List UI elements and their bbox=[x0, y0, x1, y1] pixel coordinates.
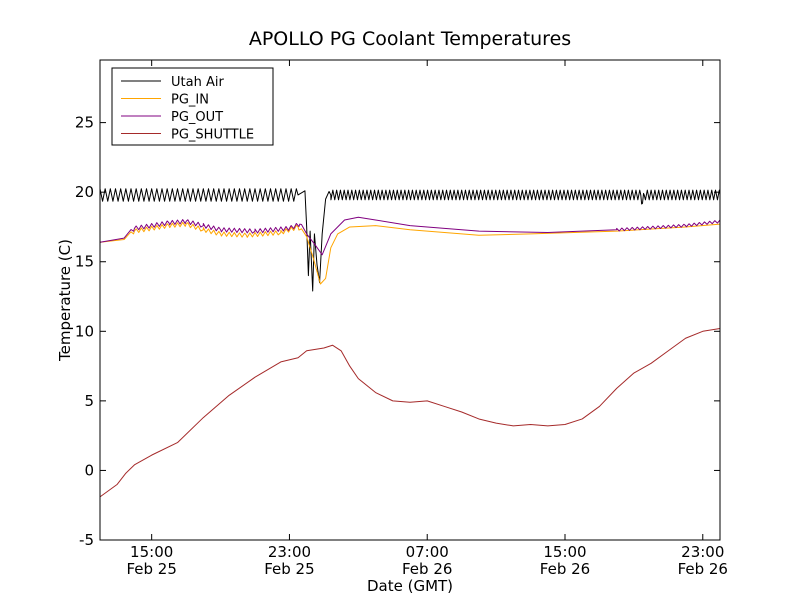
legend-label-utah-air: Utah Air bbox=[171, 75, 224, 90]
x-tick-date-label: Feb 26 bbox=[678, 560, 728, 578]
y-axis-label: Temperature (C) bbox=[56, 239, 74, 362]
x-tick-time-label: 07:00 bbox=[406, 543, 449, 561]
y-tick-label: 5 bbox=[84, 392, 94, 410]
x-tick-time-label: 15:00 bbox=[543, 543, 586, 561]
series-line-utah-air bbox=[99, 188, 721, 292]
chart-title: APOLLO PG Coolant Temperatures bbox=[249, 28, 571, 50]
series-layer bbox=[99, 188, 721, 498]
y-tick-label: 10 bbox=[75, 322, 94, 340]
y-tick-label: 0 bbox=[84, 461, 94, 479]
x-axis-label: Date (GMT) bbox=[367, 577, 453, 595]
x-tick-date-label: Feb 26 bbox=[402, 560, 452, 578]
x-tick-time-label: 15:00 bbox=[130, 543, 173, 561]
x-tick-date-label: Feb 25 bbox=[264, 560, 314, 578]
series-line-pg-out bbox=[99, 216, 721, 256]
series-line-pg-in bbox=[99, 221, 721, 285]
y-tick-label: 15 bbox=[75, 253, 94, 271]
y-tick-label: 25 bbox=[75, 114, 94, 132]
x-tick-time-label: 23:00 bbox=[681, 543, 724, 561]
x-tick-date-label: Feb 25 bbox=[126, 560, 176, 578]
y-tick-label: -5 bbox=[79, 531, 94, 549]
x-tick-time-label: 23:00 bbox=[268, 543, 311, 561]
legend-label-pg-shuttle: PG_SHUTTLE bbox=[171, 128, 254, 143]
y-tick-label: 20 bbox=[75, 183, 94, 201]
legend-label-pg-out: PG_OUT bbox=[171, 110, 223, 125]
y-axis: -5 0 5 10 15 20 25 bbox=[75, 114, 720, 549]
legend-label-pg-in: PG_IN bbox=[171, 93, 209, 108]
legend: Utah Air PG_IN PG_OUT PG_SHUTTLE bbox=[111, 67, 274, 146]
series-line-pg-shuttle bbox=[99, 328, 721, 498]
x-tick-date-label: Feb 26 bbox=[540, 560, 590, 578]
plot-frame bbox=[99, 59, 721, 541]
